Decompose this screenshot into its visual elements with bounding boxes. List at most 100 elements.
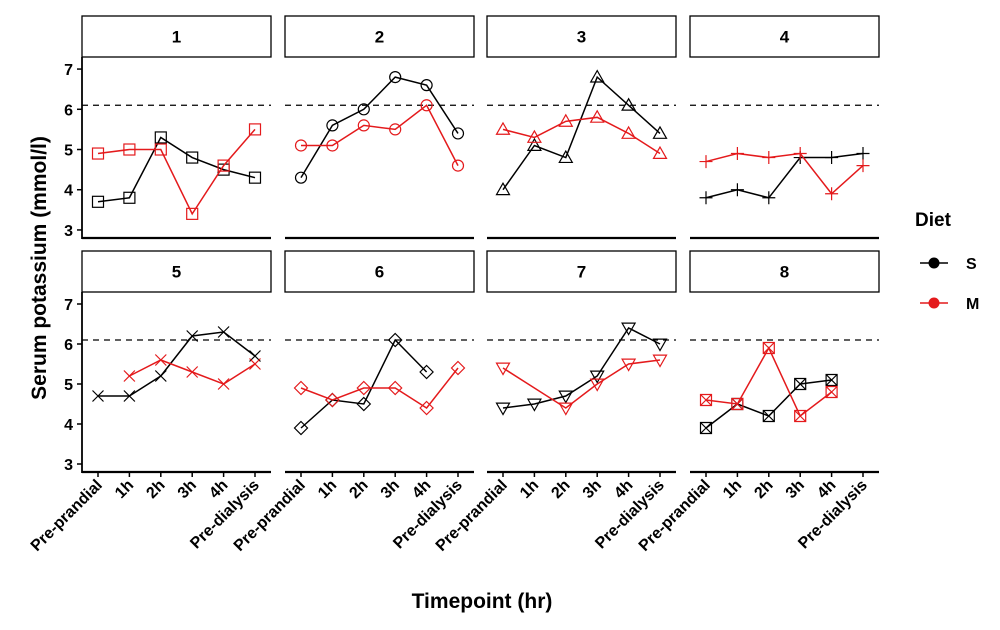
legend-label: M — [966, 296, 979, 313]
data-point — [91, 195, 105, 208]
legend-key-point — [928, 257, 940, 269]
legend-key-point — [928, 297, 940, 309]
x-tick-label: 2h — [143, 477, 168, 502]
data-point — [495, 121, 511, 135]
series-line-S — [98, 331, 256, 397]
data-point — [186, 151, 199, 164]
data-point — [621, 97, 637, 111]
x-tick-label: 2h — [751, 477, 776, 502]
data-point — [825, 373, 838, 387]
panel-1: 1 — [81, 15, 272, 220]
x-axis-title: Timepoint (hr) — [412, 590, 553, 613]
y-tick-label: 7 — [64, 62, 73, 79]
series-S — [495, 322, 668, 416]
data-point — [387, 332, 403, 348]
y-axis-title: Serum potassium (mmol/l) — [28, 136, 51, 400]
data-point — [730, 147, 744, 161]
series-M — [91, 123, 262, 220]
data-point — [526, 129, 542, 143]
data-point — [186, 207, 199, 220]
data-point — [825, 385, 838, 399]
panel-label: 6 — [375, 263, 384, 282]
y-tick-label: 5 — [64, 143, 73, 160]
data-point — [589, 378, 605, 392]
panel-8: 8 — [689, 250, 880, 435]
y-axis-row-2: 3 4 5 6 7 — [64, 292, 83, 474]
y-tick-label: 6 — [64, 337, 73, 354]
data-point — [762, 409, 775, 423]
series-S — [293, 332, 434, 436]
chart-panels: 1 2 3 4 5 6 7 8 — [81, 15, 880, 436]
series-line-M — [300, 367, 459, 409]
data-point — [621, 358, 637, 372]
data-point — [248, 123, 262, 136]
data-point — [326, 119, 339, 132]
x-tick-label: 2h — [548, 477, 573, 502]
data-point — [825, 151, 839, 165]
data-point — [794, 377, 807, 391]
series-line-M — [502, 359, 661, 409]
data-point — [123, 143, 136, 156]
y-tick-label: 4 — [64, 417, 73, 434]
data-point — [731, 397, 744, 411]
data-point — [186, 366, 199, 378]
data-point — [558, 149, 574, 164]
data-point — [621, 322, 637, 336]
panel-strip — [689, 250, 880, 293]
data-point — [558, 390, 574, 404]
data-point — [699, 393, 713, 407]
data-point — [495, 402, 511, 416]
data-point — [293, 420, 309, 436]
series-line-S — [300, 338, 428, 429]
data-point — [154, 354, 167, 366]
data-point — [856, 159, 870, 173]
data-point — [294, 139, 308, 152]
data-point — [451, 127, 465, 140]
y-tick-label: 7 — [64, 297, 73, 314]
data-point — [794, 409, 807, 423]
data-point — [154, 131, 167, 144]
series-S — [91, 131, 262, 208]
y-tick-label: 4 — [64, 183, 73, 200]
series-M — [699, 341, 838, 423]
x-tick-label: 3h — [580, 477, 605, 502]
panel-4: 4 — [689, 15, 880, 205]
series-line-M — [502, 116, 661, 155]
series-S — [495, 69, 668, 196]
series-line-S — [705, 379, 832, 429]
series-line-S — [97, 136, 256, 203]
series-M — [123, 354, 261, 390]
panel-strip — [284, 250, 475, 293]
data-point — [699, 421, 713, 435]
panel-strip — [689, 15, 880, 58]
legend-entry-S: S — [920, 256, 977, 273]
series-S — [294, 71, 465, 184]
data-point — [652, 354, 668, 368]
data-point — [558, 402, 574, 416]
y-axis-row-1: 3 4 5 6 7 — [64, 57, 83, 240]
data-point — [589, 370, 605, 384]
series-M — [495, 109, 668, 160]
x-tick-label: 4h — [409, 477, 434, 502]
x-tick-label: 3h — [378, 477, 403, 502]
legend-title: Diet — [915, 210, 952, 231]
data-point — [652, 338, 668, 352]
panel-strip — [81, 250, 272, 293]
data-point — [249, 358, 261, 370]
panel-strip — [284, 15, 475, 58]
series-M — [495, 354, 668, 416]
series-line-M — [705, 152, 864, 195]
panel-2: 2 — [284, 15, 475, 184]
series-M — [293, 360, 466, 416]
data-point — [123, 370, 136, 382]
panel-label: 8 — [780, 263, 789, 282]
data-point — [389, 123, 402, 136]
data-point — [326, 139, 339, 152]
data-point — [357, 103, 370, 116]
panel-label: 4 — [780, 28, 790, 47]
data-point — [730, 183, 744, 197]
data-point — [621, 125, 637, 139]
data-point — [294, 171, 308, 184]
data-point — [186, 330, 199, 342]
